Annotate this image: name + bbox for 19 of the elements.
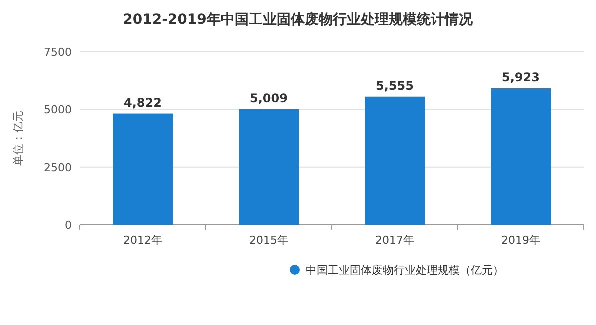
data-label: 4,822 [124, 96, 162, 110]
data-label: 5,009 [250, 91, 288, 106]
bar [365, 96, 425, 225]
legend-label: 中国工业固体废物行业处理规模（亿元） [306, 264, 504, 277]
bar [491, 88, 551, 225]
y-tick-label: 5000 [44, 104, 72, 117]
x-tick-label: 2017年 [376, 234, 414, 247]
y-tick-label: 7500 [44, 46, 72, 59]
x-tick-label: 2019年 [502, 234, 540, 247]
bar [113, 114, 173, 225]
data-label: 5,923 [502, 70, 540, 84]
chart-title: 2012-2019年中国工业固体废物行业处理规模统计情况 [123, 11, 474, 28]
data-label: 5,555 [376, 78, 414, 93]
bar [239, 109, 299, 225]
y-tick-label: 0 [65, 219, 72, 232]
y-tick-label: 2500 [44, 161, 72, 174]
y-axis-title: 单位：亿元 [12, 111, 25, 166]
x-tick-label: 2015年 [250, 234, 288, 247]
x-tick-label: 2012年 [124, 234, 162, 247]
